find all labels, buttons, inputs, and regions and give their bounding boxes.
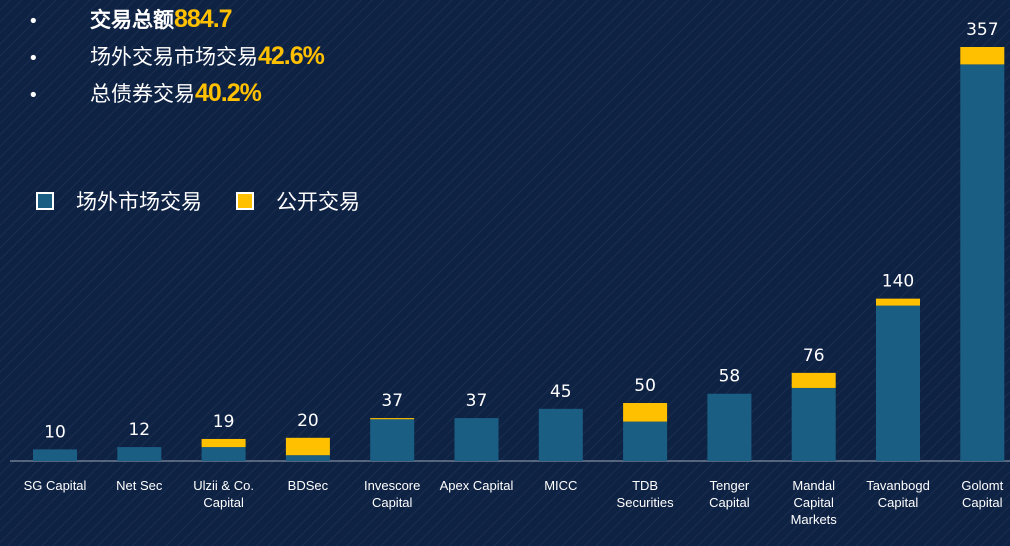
total-label: 50 [634,376,656,396]
bar-segment [876,305,920,461]
x-tick-label: Apex Capital [439,478,514,493]
x-tick-label: MICC [544,478,578,493]
bar-segment [623,403,668,422]
legend-label: 公开交易 [276,190,360,214]
bar-segment [370,419,415,461]
bar-segment [791,387,836,461]
bar-segment [791,372,836,388]
total-label: 20 [297,411,319,431]
total-label: 37 [381,391,403,411]
bar-segment [370,418,415,420]
legend: 场外市场交易 公开交易 [36,186,394,216]
x-tick-label: Tavanbogd Capital [866,478,930,510]
bullet: • 交易总额 884.7 [28,4,233,34]
bar-segment [285,437,330,456]
bullet-dot: • [28,85,39,106]
bullet-value: 884.7 [174,5,233,33]
x-tick-label: Tenger Capital [709,478,750,510]
bar-segment [454,418,499,461]
bar-segment [960,64,1005,461]
total-label: 37 [466,391,488,411]
bar-segment [201,447,246,461]
x-tick-label: TDB Securities [616,478,674,510]
x-tick-label: Golomt Capital [961,478,1004,510]
legend-item: 场外市场交易 [36,186,202,216]
bar-segment [960,47,1005,65]
bullet-text: 总债券交易 [90,82,195,106]
bar-segment [117,447,162,461]
legend-label: 场外市场交易 [76,190,202,214]
legend-item: 公开交易 [236,186,360,216]
total-label: 58 [719,367,741,387]
total-label: 45 [550,382,572,402]
bullet-dot: • [28,11,39,32]
total-label: 10 [44,422,66,442]
bullet: • 总债券交易 40.2% [28,78,262,108]
legend-swatch [36,192,54,210]
bullet-dot: • [28,48,39,69]
bar-segment [201,438,246,448]
x-tick-label: Ulzii & Co. Capital [193,478,254,510]
total-label: 357 [966,20,998,40]
total-label: 19 [213,412,235,432]
x-tick-label: BDSec [287,478,329,493]
bullet: • 场外交易市场交易 42.6% [28,41,325,71]
x-tick-label: Invescore Capital [364,478,421,510]
bar-segment [876,298,920,306]
bar-segment [33,449,77,461]
x-tick-label: SG Capital [23,478,87,493]
bar-segment [285,455,330,461]
bar-segment [538,408,583,461]
bar-segment [707,393,752,461]
bullet-value: 40.2% [195,79,262,107]
x-tick-label: Net Sec [116,478,163,493]
total-label: 12 [128,420,150,440]
x-tick-label: Mandal Capital Markets [790,478,837,527]
total-label: 140 [882,272,914,292]
bar-segment [623,421,668,461]
bullet-text: 交易总额 [90,8,174,32]
bullet-value: 42.6% [258,42,325,70]
bullet-text: 场外交易市场交易 [90,45,258,69]
legend-swatch [236,192,254,210]
total-label: 76 [803,346,825,366]
